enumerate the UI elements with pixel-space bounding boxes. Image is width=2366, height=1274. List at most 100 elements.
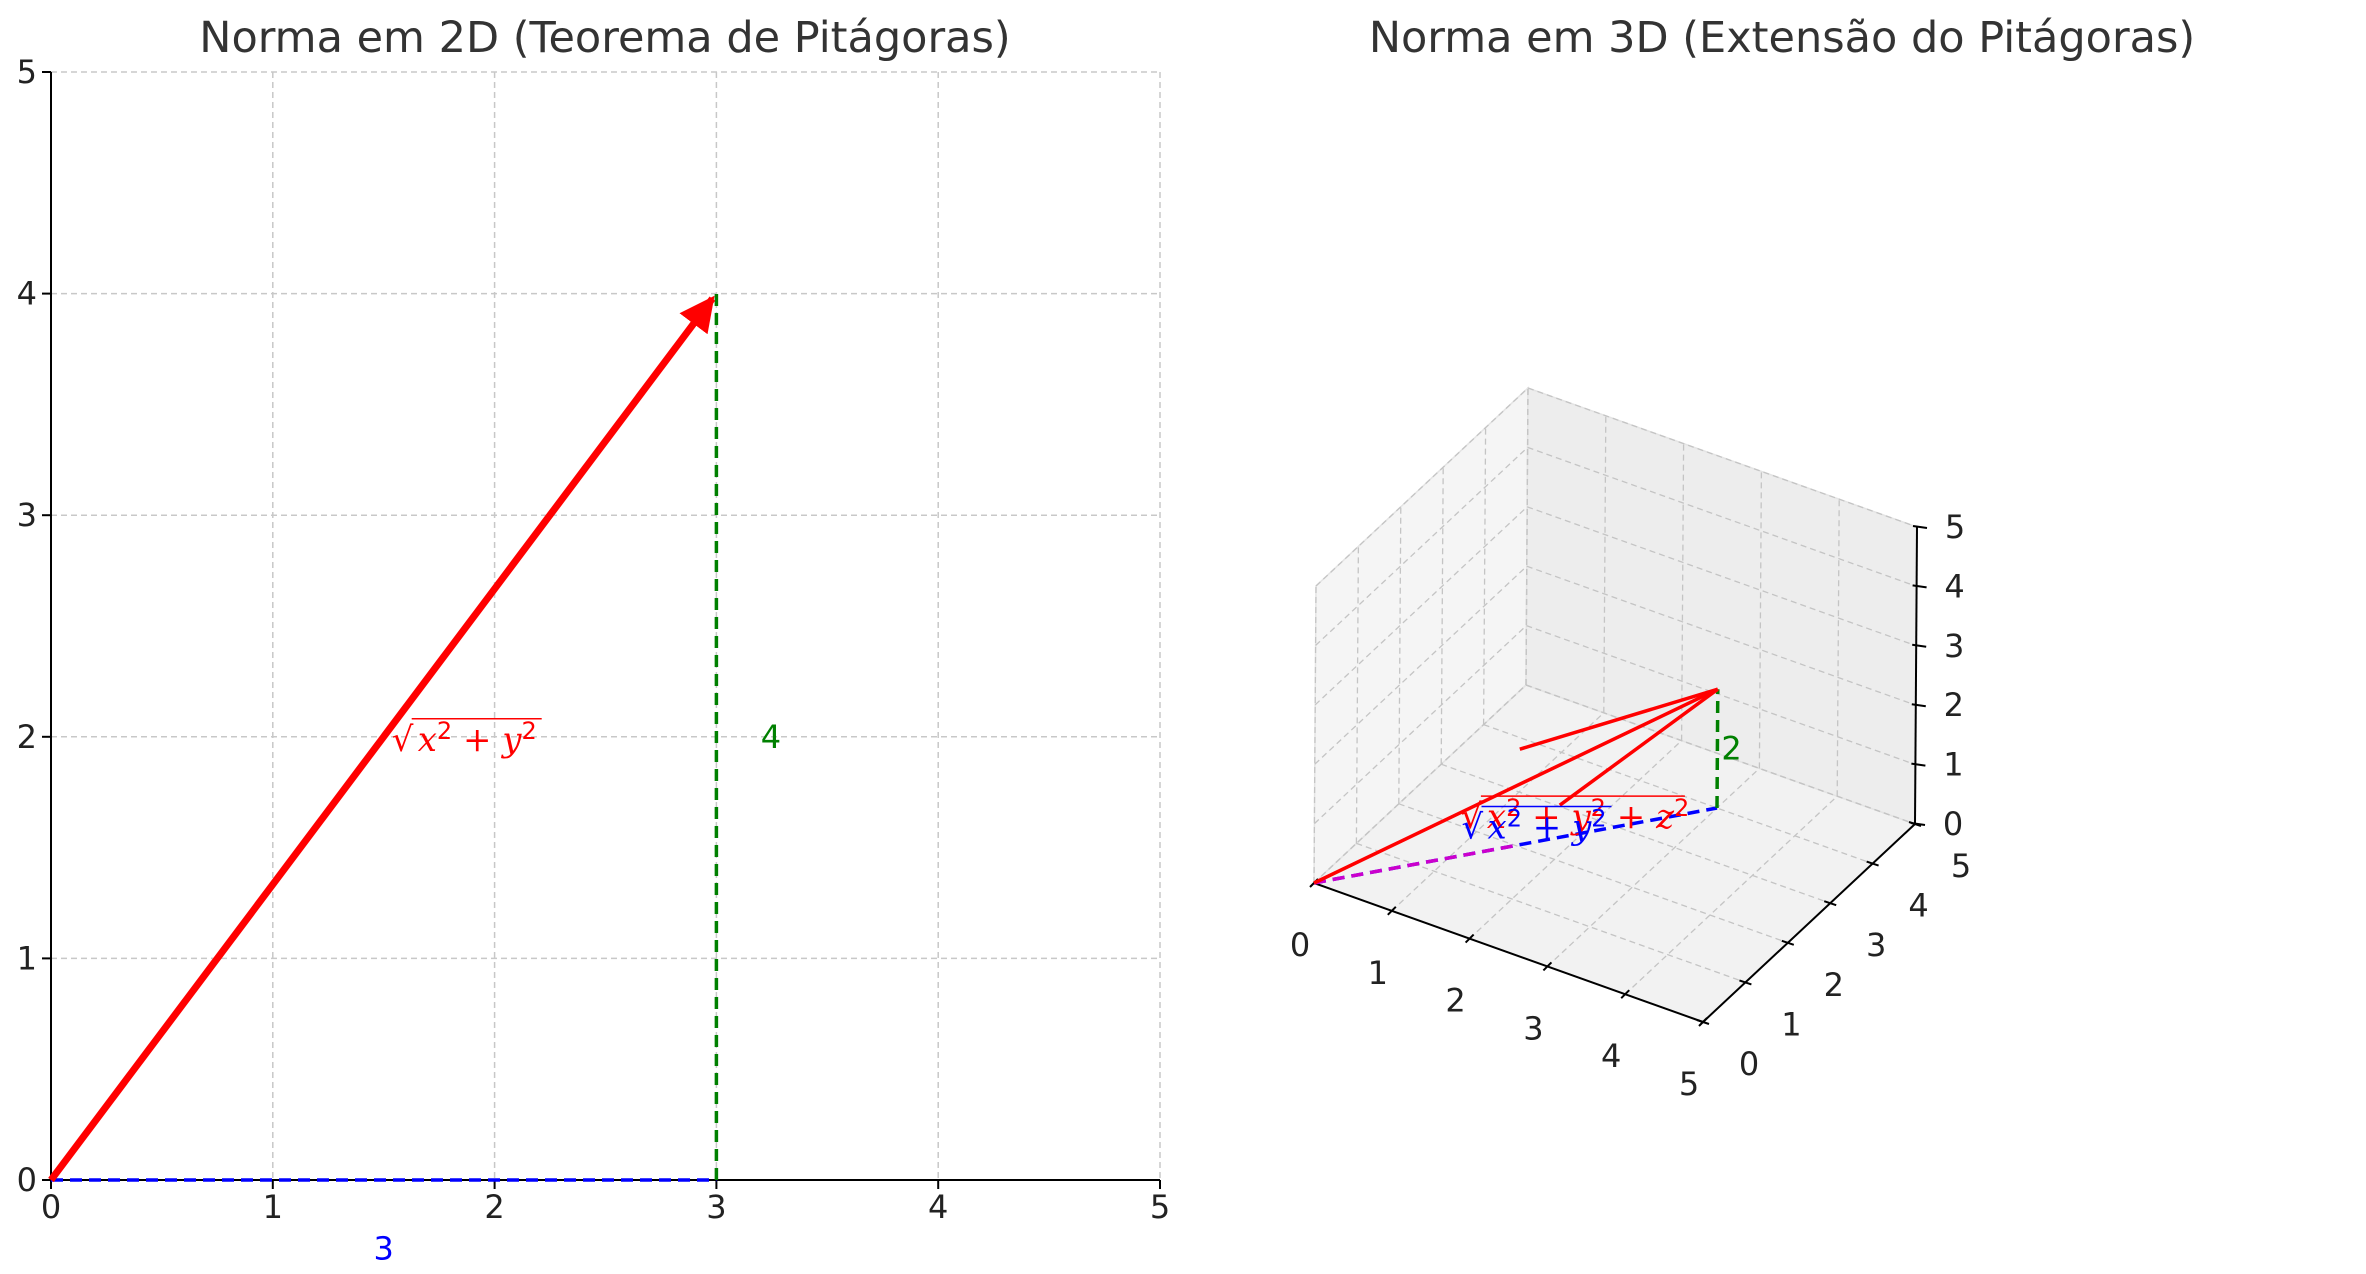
- grid-line-left-z: [1314, 565, 1528, 765]
- z-axis-3d: [1914, 526, 1918, 825]
- chart-3d-label-norm: √ x2 + y2 + z2: [1461, 794, 1689, 837]
- tick-mark-x-3d: [1620, 989, 1630, 999]
- svg-text:√: √: [1462, 808, 1484, 848]
- y-axis-3d: [1702, 823, 1916, 1023]
- chart-2d-label-y-leg: 4: [761, 718, 781, 756]
- tick-mark-x-3d: [1464, 933, 1475, 944]
- grid-line-back-z: [1527, 387, 1918, 528]
- tick-label-z-3d: 0: [1943, 805, 1963, 843]
- chart-2d-axes: [50, 72, 1160, 1181]
- tick-label-y-3d: 4: [1908, 887, 1928, 925]
- tick-label-x-3d: 2: [1445, 982, 1465, 1020]
- tick-label-x-3d: 3: [1523, 1009, 1543, 1047]
- tick-label-x: 0: [41, 1188, 61, 1226]
- dashed-line-z-leg: [1715, 689, 1720, 809]
- grid-line-left-z: [1313, 684, 1527, 884]
- grid-line-back-z: [1526, 565, 1917, 706]
- chart-2d-lines: [48, 293, 719, 1183]
- tick-label-y-3d: 1: [1781, 1005, 1801, 1043]
- tick-label-y-3d: 2: [1824, 966, 1844, 1004]
- chart-2d: Norma em 2D (Teorema de Pitágoras) 0 1 2 3 4…: [17, 13, 1171, 1267]
- grid-line-floor-x: [1469, 740, 1683, 940]
- tick-label-x: 5: [1150, 1188, 1170, 1226]
- svg-text:√: √: [392, 720, 414, 760]
- dashed-line-half-base: [1313, 843, 1516, 885]
- grid-line-back-z: [1526, 624, 1916, 766]
- tick-mark-y-3d: [1781, 939, 1795, 946]
- tick-mark-y-3d: [1739, 979, 1752, 986]
- chart-3d-lines: [1313, 687, 1720, 885]
- grid-line-floor-x: [1546, 767, 1760, 967]
- tick-mark-y-3d: [1823, 900, 1837, 907]
- tick-label-x: 1: [263, 1188, 283, 1226]
- tick-mark-z-3d: [1911, 762, 1926, 767]
- chart-2d-title: Norma em 2D (Teorema de Pitágoras): [199, 13, 1010, 63]
- tick-label-y-3d: 0: [1739, 1045, 1759, 1083]
- tick-mark-z-3d: [1912, 584, 1927, 589]
- x-axis-3d: [1313, 882, 1704, 1023]
- tick-label-z-3d: 5: [1945, 508, 1965, 546]
- tick-mark-y-3d: [1696, 1019, 1710, 1025]
- tick-mark-x-3d: [1387, 906, 1397, 916]
- tick-label-x-3d: 0: [1290, 926, 1310, 964]
- chart-3d-label-z-leg: 2: [1721, 730, 1741, 768]
- tick-mark-z-3d: [1910, 822, 1926, 826]
- tick-label-x-3d: 5: [1679, 1065, 1699, 1103]
- chart-3d: Norma em 3D (Extensão do Pitágoras) 0123…: [1290, 13, 2195, 1103]
- tick-label-x: 2: [484, 1188, 504, 1226]
- svg-text:x2 + y2 + z2: x2 + y2 + z2: [1487, 794, 1689, 837]
- grid-line-back-z: [1526, 506, 1917, 647]
- grid-line-floor-y: [1525, 684, 1916, 825]
- tick-label-y: 2: [17, 718, 37, 756]
- tick-label-y: 4: [17, 275, 37, 313]
- tick-label-x-3d: 4: [1601, 1037, 1621, 1075]
- grid-line-left-z: [1315, 446, 1529, 646]
- tick-mark-y-3d: [1866, 860, 1879, 867]
- arrowhead-barb-lower: [1558, 687, 1719, 807]
- svg-text:x2 + y2: x2 + y2: [418, 717, 537, 760]
- chart-2d-grid: [51, 71, 1161, 1180]
- arrowhead-barb-upper: [1519, 687, 1719, 751]
- grid-line-floor-x: [1624, 795, 1838, 995]
- tick-label-x: 3: [706, 1188, 726, 1226]
- grid-line-floor-x: [1391, 712, 1605, 912]
- tick-label-y: 5: [17, 53, 37, 91]
- tick-mark-z-3d: [1912, 525, 1928, 529]
- chart-2d-ticks: 0 1 2 3 4 5 0 1 2 3 4 5: [17, 53, 1171, 1226]
- grid-line-left-z: [1313, 625, 1527, 825]
- norm-vector-2d: [48, 295, 716, 1183]
- tick-label-z-3d: 4: [1944, 567, 1964, 605]
- tick-mark-x-3d: [1542, 961, 1553, 972]
- grid-line-left-z: [1315, 387, 1529, 587]
- grid-line-floor-y: [1440, 763, 1831, 904]
- chart-2d-label-norm: √ x2 + y2: [392, 717, 542, 760]
- tick-label-z-3d: 2: [1944, 686, 1964, 724]
- grid-line-floor-y: [1356, 842, 1746, 984]
- tick-mark-z-3d: [1911, 703, 1926, 708]
- grid-line-floor-y: [1398, 803, 1789, 944]
- tick-label-x: 4: [928, 1188, 948, 1226]
- chart-3d-title: Norma em 3D (Extensão do Pitágoras): [1369, 13, 2195, 63]
- chart-3d-axes: [1313, 526, 1918, 1023]
- tick-label-y: 1: [17, 939, 37, 977]
- grid-line-left-z: [1314, 506, 1528, 706]
- chart-2d-label-x-leg: 3: [374, 1229, 394, 1267]
- chart-3d-grid: [1313, 387, 1918, 1023]
- tick-label-y: 0: [17, 1161, 37, 1199]
- grid-line-back-z: [1527, 446, 1917, 588]
- chart-3d-panes: [1312, 386, 1918, 1023]
- tick-mark-z-3d: [1912, 643, 1927, 648]
- norm-vector-3d: [1313, 687, 1719, 885]
- svg-text:√: √: [1461, 797, 1483, 837]
- tick-label-x-3d: 1: [1368, 954, 1388, 992]
- tick-label-z-3d: 1: [1943, 746, 1963, 784]
- grid-line-floor-y: [1483, 723, 1873, 865]
- chart-2d-annotations: 3 4 √ x2 + y2: [374, 717, 782, 1268]
- svg-text:x2 + y2: x2 + y2: [1488, 805, 1607, 848]
- tick-label-y-3d: 3: [1866, 926, 1886, 964]
- tick-label-y: 3: [17, 496, 37, 534]
- tick-label-z-3d: 3: [1944, 627, 1964, 665]
- tick-label-y-3d: 5: [1951, 847, 1971, 885]
